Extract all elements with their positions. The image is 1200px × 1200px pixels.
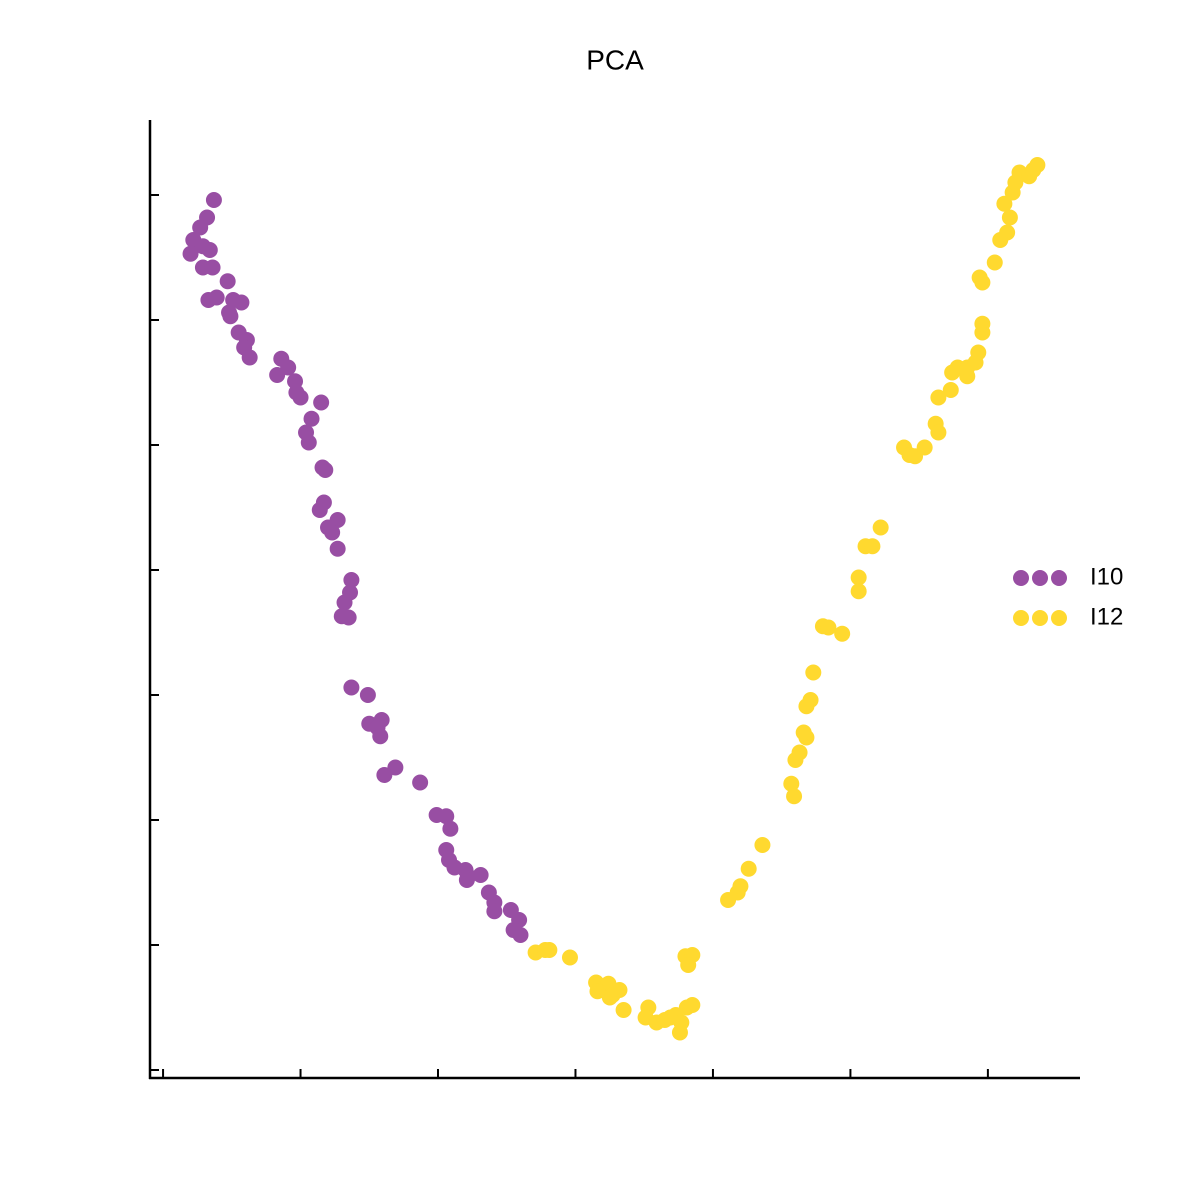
point [442, 820, 459, 837]
point [376, 767, 393, 783]
legend-marker [1051, 610, 1067, 626]
legend-marker [1013, 610, 1029, 626]
point [340, 609, 357, 626]
point [791, 744, 808, 761]
legend-marker [1051, 570, 1067, 586]
point [192, 219, 209, 236]
point [329, 540, 346, 557]
point [999, 224, 1016, 241]
point [512, 927, 529, 943]
point [303, 410, 320, 427]
point [561, 949, 578, 966]
point [317, 462, 334, 478]
point [412, 774, 429, 791]
legend-marker [1032, 570, 1048, 586]
legend-marker [1013, 570, 1029, 586]
point [986, 254, 1003, 271]
point [182, 245, 199, 262]
point [740, 860, 757, 877]
point [754, 837, 771, 853]
point [996, 195, 1013, 212]
point [732, 878, 749, 895]
point [343, 679, 360, 696]
point [872, 519, 889, 536]
point [292, 389, 309, 406]
point [834, 625, 851, 642]
point [201, 242, 218, 258]
point [343, 572, 360, 588]
point [208, 289, 225, 306]
point [219, 273, 236, 290]
point [438, 808, 455, 825]
point [458, 872, 475, 888]
point [311, 502, 328, 518]
point [864, 538, 881, 555]
point [336, 594, 353, 611]
point [850, 569, 867, 586]
point [974, 315, 991, 332]
point [541, 942, 558, 958]
point [942, 382, 959, 398]
point [974, 274, 991, 291]
point [300, 434, 317, 451]
point [783, 775, 800, 792]
chart-title: PCA [586, 44, 644, 75]
point [324, 524, 341, 541]
point [472, 867, 489, 883]
point [970, 344, 987, 361]
point [615, 1002, 632, 1018]
point [671, 1024, 688, 1041]
point [222, 308, 239, 325]
point [786, 788, 803, 805]
point [1001, 209, 1018, 226]
point [916, 439, 933, 456]
point [850, 583, 867, 600]
point [805, 664, 822, 681]
point [204, 259, 221, 276]
point [680, 957, 697, 973]
point [795, 724, 812, 741]
point [1029, 157, 1046, 173]
point [589, 983, 606, 1000]
point [359, 687, 376, 703]
point [684, 997, 701, 1013]
point [372, 728, 389, 745]
point [798, 698, 815, 715]
point [205, 192, 222, 208]
point [820, 619, 837, 636]
point [601, 989, 618, 1006]
point [241, 349, 258, 366]
point [930, 424, 947, 441]
point [313, 394, 330, 411]
point [233, 294, 250, 311]
point [930, 389, 947, 406]
legend-label: I10 [1090, 563, 1123, 590]
point [486, 903, 503, 920]
point [269, 367, 286, 383]
legend-label: I12 [1090, 603, 1123, 630]
legend-marker [1032, 610, 1048, 626]
